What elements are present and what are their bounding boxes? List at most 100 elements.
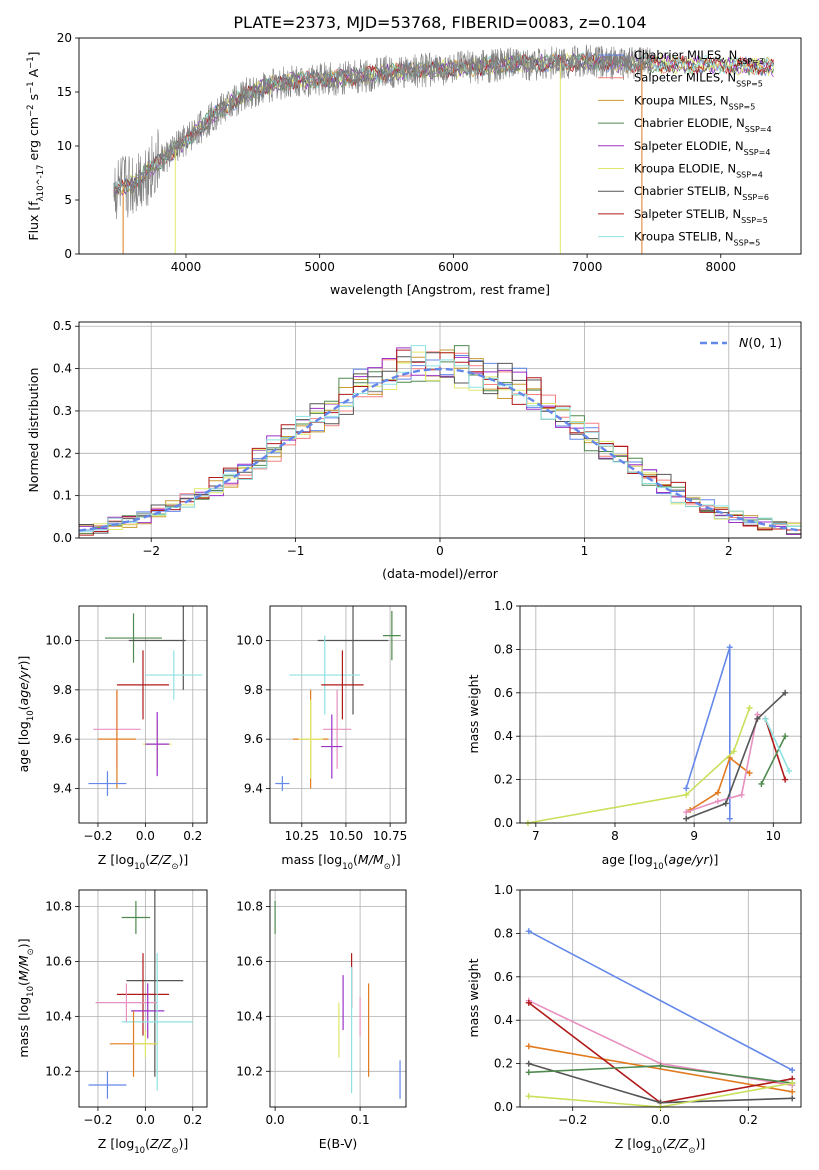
label-part: ( xyxy=(662,1136,667,1151)
legend-label: Chabrier STELIB, NSSP=6 xyxy=(634,184,769,202)
y-tick-label: 0.1 xyxy=(53,489,72,503)
weight-point-marker xyxy=(786,767,793,774)
label-part: SSP=5 xyxy=(729,102,756,111)
label-part: SSP=5 xyxy=(734,238,761,247)
weight-point-marker xyxy=(525,1060,532,1067)
weight-series-line xyxy=(528,1045,793,1093)
y-tick-label: 10 xyxy=(57,139,72,153)
x-tick-label: 4000 xyxy=(171,260,202,274)
weight-point-marker xyxy=(683,809,690,816)
spectrum-axes: 4000 5000 6000 7000 8000 0 5 10 15 20 xyxy=(57,31,736,274)
x-tick-label: 10.75 xyxy=(373,829,407,843)
x-tick-label: 6000 xyxy=(438,260,469,274)
label-part: −1 xyxy=(26,81,36,94)
label-part: ( xyxy=(353,852,358,867)
weight-point-marker xyxy=(525,1093,532,1100)
weight-point-marker xyxy=(754,715,761,722)
age-y-label: age [log10(age/yr)] xyxy=(16,656,36,773)
y-tick-label: 15 xyxy=(57,85,72,99)
mass_vs_ebv-points xyxy=(274,900,401,1099)
label-part: )] xyxy=(709,852,719,867)
weight-series-line xyxy=(764,718,786,780)
weight-point-marker xyxy=(683,815,690,822)
label-part: −2 xyxy=(26,104,36,117)
y-tick-label: 10.0 xyxy=(236,634,263,648)
residuals-y-label: Normed distribution xyxy=(26,368,41,493)
observed-spectrum-line xyxy=(113,44,652,220)
spectrum-legend: Chabrier MILES, NSSP=3 Salpeter MILES, NS… xyxy=(598,48,772,247)
weight-point-marker xyxy=(782,689,789,696)
x-tick-label: 1 xyxy=(581,544,589,558)
y-tick-label: 9.4 xyxy=(244,781,263,795)
label-part: −1 xyxy=(26,56,36,69)
x-tick-label: 0.0 xyxy=(136,1113,155,1127)
legend-label: Salpeter ELODIE, NSSP=4 xyxy=(634,139,770,157)
legend-label: Chabrier MILES, NSSP=3 xyxy=(634,48,764,66)
x-tick-label: 0.0 xyxy=(266,1113,285,1127)
y-tick-label: 1.0 xyxy=(494,599,513,613)
x-tick-label: 10.50 xyxy=(329,829,363,843)
legend-label: Salpeter MILES, NSSP=5 xyxy=(634,71,763,89)
y-tick-label: 9.4 xyxy=(53,781,72,795)
weight-point-marker xyxy=(683,791,690,798)
weight-vs-age-y-label: mass weight xyxy=(466,674,481,753)
x-tick-label: 7000 xyxy=(572,260,603,274)
weight-series-line xyxy=(764,718,790,772)
y-tick-label: 0.2 xyxy=(494,1057,513,1071)
label-part: Z/Z xyxy=(149,1136,172,1151)
label-part: SSP=5 xyxy=(741,215,768,224)
label-part: 10 xyxy=(342,862,353,872)
label-part: 10 xyxy=(653,862,664,872)
label-part: E(B-V) xyxy=(319,1136,358,1151)
label-part: 10 xyxy=(134,1146,145,1156)
label-part: Kroupa STELIB, N xyxy=(634,230,734,244)
label-part: )] xyxy=(695,1136,705,1151)
label-part: ( xyxy=(145,852,150,867)
label-part: ⊙ xyxy=(171,862,178,872)
label-part: age [log xyxy=(602,852,653,867)
weight-vs-Z-x-label: Z [log10(Z/Z⊙)] xyxy=(615,1136,705,1156)
x-tick-label: 9 xyxy=(690,829,698,843)
label-part: ] xyxy=(26,51,41,56)
mass_vs_ebv-axes: 0.0 0.1 10.2 10.4 10.6 10.8 xyxy=(236,890,406,1127)
weight-point-marker xyxy=(789,1067,796,1074)
label-part: ⊙ xyxy=(26,948,36,955)
label-part: Chabrier MILES, N xyxy=(634,48,737,62)
label-part: Chabrier ELODIE, N xyxy=(634,116,745,130)
weight-point-marker xyxy=(746,704,753,711)
x-tick-label: 0.0 xyxy=(651,1113,670,1127)
y-tick-label: 9.6 xyxy=(244,732,263,746)
label-part: M/M xyxy=(358,852,384,867)
legend-label: Kroupa STELIB, NSSP=5 xyxy=(634,230,760,248)
label-part: Z [log xyxy=(98,852,134,867)
weight-series-line xyxy=(760,735,786,785)
x-tick-label: 8000 xyxy=(706,260,737,274)
label-part: (0, 1) xyxy=(748,335,782,350)
legend-label: Salpeter STELIB, NSSP=5 xyxy=(634,207,768,225)
label-part: SSP=4 xyxy=(744,147,771,156)
label-part: (data-model)/error xyxy=(382,566,499,581)
label-part: 10 xyxy=(26,710,36,721)
weight-point-marker xyxy=(789,1095,796,1102)
label-part: age/yr xyxy=(16,665,31,706)
label-part: Z/Z xyxy=(666,1136,689,1151)
y-tick-label: 10.4 xyxy=(45,1009,72,1023)
label-part: )] xyxy=(178,852,188,867)
y-tick-label: 0.4 xyxy=(494,1013,513,1027)
label-part: 10 xyxy=(134,862,145,872)
label-part: ⊙ xyxy=(384,862,391,872)
label-part: Normed distribution xyxy=(26,368,41,493)
x-tick-label: −2 xyxy=(142,544,160,558)
label-part: )] xyxy=(16,656,31,666)
label-part: age [log xyxy=(16,721,31,772)
y-tick-label: 0.6 xyxy=(494,686,513,700)
label-part: Z/Z xyxy=(149,852,172,867)
legend-label: Chabrier ELODIE, NSSP=4 xyxy=(634,116,772,134)
weight-point-marker xyxy=(746,770,753,777)
label-part: ⊙ xyxy=(688,1146,695,1156)
x-tick-label: 0.2 xyxy=(739,1113,758,1127)
label-part: )] xyxy=(178,1136,188,1151)
x-tick-label: 0.0 xyxy=(136,829,155,843)
